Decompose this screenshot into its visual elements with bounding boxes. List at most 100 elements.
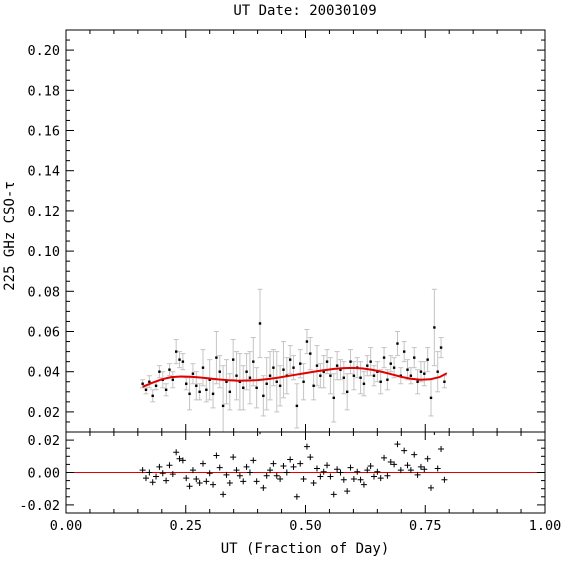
residual-marker — [240, 478, 247, 485]
data-point — [164, 388, 168, 391]
data-point — [379, 380, 382, 383]
residual-marker — [230, 454, 237, 461]
data-point — [191, 372, 195, 375]
residual-marker — [287, 456, 294, 463]
data-point — [248, 376, 252, 379]
residual-marker — [293, 493, 300, 500]
data-point — [372, 374, 376, 377]
data-point — [208, 378, 211, 381]
residual-marker — [169, 471, 176, 478]
residual-marker — [183, 475, 190, 482]
data-point — [413, 356, 416, 359]
residual-marker — [360, 481, 367, 488]
data-point — [429, 396, 433, 400]
y-tick-label: 0.12 — [27, 204, 60, 220]
data-point — [268, 374, 272, 377]
residual-marker — [320, 468, 327, 475]
residual-panel: -0.02 0.00 0.02 0.00 0.25 0.50 0.75 1.00 — [19, 431, 561, 534]
residual-marker — [357, 476, 364, 483]
x-axis-label: UT (Fraction of Day) — [221, 541, 390, 557]
residual-marker — [350, 475, 357, 482]
data-point — [198, 390, 201, 393]
residual-marker — [417, 463, 424, 470]
y-tick-label: 0.18 — [27, 83, 60, 99]
residual-marker — [139, 467, 146, 474]
residual-marker — [277, 475, 284, 482]
data-point — [396, 342, 399, 345]
residual-marker — [193, 475, 200, 482]
data-point — [312, 384, 315, 387]
x-tick-label: 0.00 — [50, 518, 83, 534]
data-point — [265, 382, 268, 385]
y-tick-label: 0.00 — [27, 466, 60, 482]
residual-marker — [401, 447, 408, 454]
data-point — [426, 358, 429, 361]
data-point — [332, 396, 335, 400]
y-tick-label: 0.16 — [27, 124, 60, 140]
data-point — [406, 368, 409, 371]
data-point — [174, 350, 178, 353]
residual-marker — [156, 463, 163, 470]
data-point — [181, 360, 185, 363]
residual-marker — [236, 472, 243, 479]
data-point — [211, 392, 215, 396]
data-point — [302, 380, 305, 383]
y-tick-label: 0.02 — [27, 433, 60, 449]
residual-marker — [313, 465, 320, 472]
tau-data-layer — [140, 288, 448, 432]
residual-marker — [243, 463, 250, 470]
residual-marker — [337, 469, 344, 476]
data-point — [362, 382, 366, 385]
residual-marker — [260, 484, 267, 491]
residual-marker — [196, 480, 203, 487]
residual-marker — [391, 461, 398, 468]
residual-marker — [374, 468, 381, 475]
data-point — [433, 326, 436, 329]
residual-marker — [166, 462, 173, 469]
residual-marker — [146, 469, 153, 476]
residual-marker — [153, 473, 160, 480]
x-tick-label: 0.75 — [409, 518, 442, 534]
data-point — [288, 358, 292, 361]
data-point — [409, 374, 413, 377]
data-point — [242, 386, 245, 389]
residual-marker — [347, 464, 354, 471]
y-tick-label: 0.20 — [27, 43, 60, 59]
residual-marker — [384, 472, 391, 479]
residual-marker — [142, 475, 149, 482]
data-point — [225, 380, 228, 383]
residual-marker — [220, 491, 227, 498]
residual-marker — [176, 455, 183, 462]
residual-marker — [206, 470, 213, 477]
y-tick-label: 0.08 — [27, 284, 60, 300]
data-point — [151, 394, 154, 398]
residual-marker — [216, 464, 223, 471]
residual-marker — [434, 465, 441, 472]
data-point — [245, 370, 248, 373]
data-point — [342, 376, 346, 379]
residual-marker — [297, 460, 304, 467]
y-tick-label: 0.10 — [27, 244, 60, 260]
data-point — [218, 370, 221, 373]
residual-marker — [223, 471, 230, 478]
data-point — [369, 360, 372, 363]
residual-marker — [253, 478, 260, 485]
data-point — [392, 366, 396, 369]
y-axis-label: 225 GHz CSO-τ — [2, 181, 18, 291]
data-point — [329, 374, 332, 377]
residual-marker — [226, 480, 233, 487]
residual-marker — [324, 462, 331, 469]
residual-marker — [250, 457, 257, 464]
x-tick-label: 0.50 — [289, 518, 322, 534]
data-point — [201, 366, 205, 369]
y-tick-label: 0.04 — [27, 365, 60, 381]
residual-marker — [354, 468, 361, 475]
residual-marker — [427, 484, 434, 491]
x-tick-label: 0.25 — [169, 518, 202, 534]
residual-marker — [394, 441, 401, 448]
data-point — [419, 370, 423, 373]
residual-marker — [303, 443, 310, 450]
y-tick-label: 0.14 — [27, 164, 60, 180]
data-point — [262, 394, 265, 398]
residual-marker — [179, 457, 186, 464]
